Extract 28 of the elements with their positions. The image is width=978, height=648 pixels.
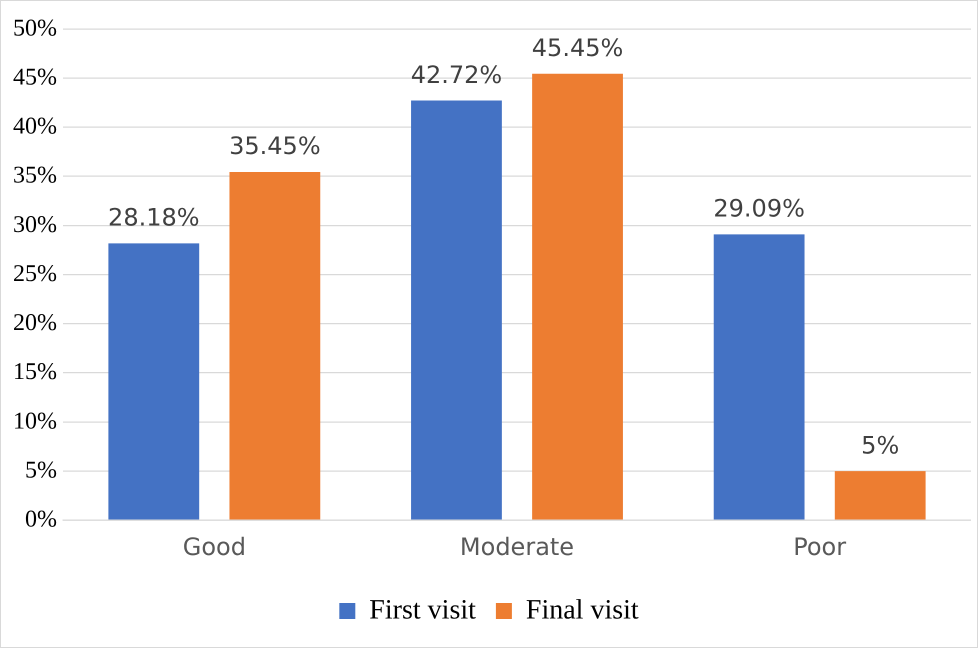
legend-label: First visit <box>369 594 476 626</box>
y-tick-label: 5% <box>24 457 57 484</box>
y-tick-label: 30% <box>12 212 57 238</box>
y-tick-label: 0% <box>24 506 57 532</box>
bar <box>834 471 926 520</box>
x-tick-label: Poor <box>793 532 846 561</box>
bar <box>714 234 805 520</box>
data-label: 42.72% <box>410 60 502 89</box>
y-tick-label: 20% <box>12 310 57 336</box>
data-label: 35.45% <box>229 132 321 160</box>
x-tick-label: Good <box>182 532 246 561</box>
data-label: 5% <box>861 431 900 460</box>
x-tick-label: Moderate <box>460 532 574 561</box>
y-tick-label: 45% <box>12 64 57 90</box>
y-tick-label: 10% <box>12 408 57 434</box>
legend-label: Final visit <box>526 594 639 626</box>
bar <box>532 74 623 520</box>
bar <box>411 100 502 520</box>
data-label: 29.09% <box>713 194 805 223</box>
bar <box>108 243 200 520</box>
y-tick-label: 40% <box>12 114 57 140</box>
y-tick-label: 15% <box>12 359 57 386</box>
y-tick-label: 25% <box>12 260 57 287</box>
data-label: 28.18% <box>108 204 200 232</box>
data-label: 45.45% <box>532 34 624 62</box>
bar <box>229 172 320 520</box>
y-tick-label: 35% <box>12 162 57 189</box>
y-tick-label: 50% <box>12 15 57 42</box>
